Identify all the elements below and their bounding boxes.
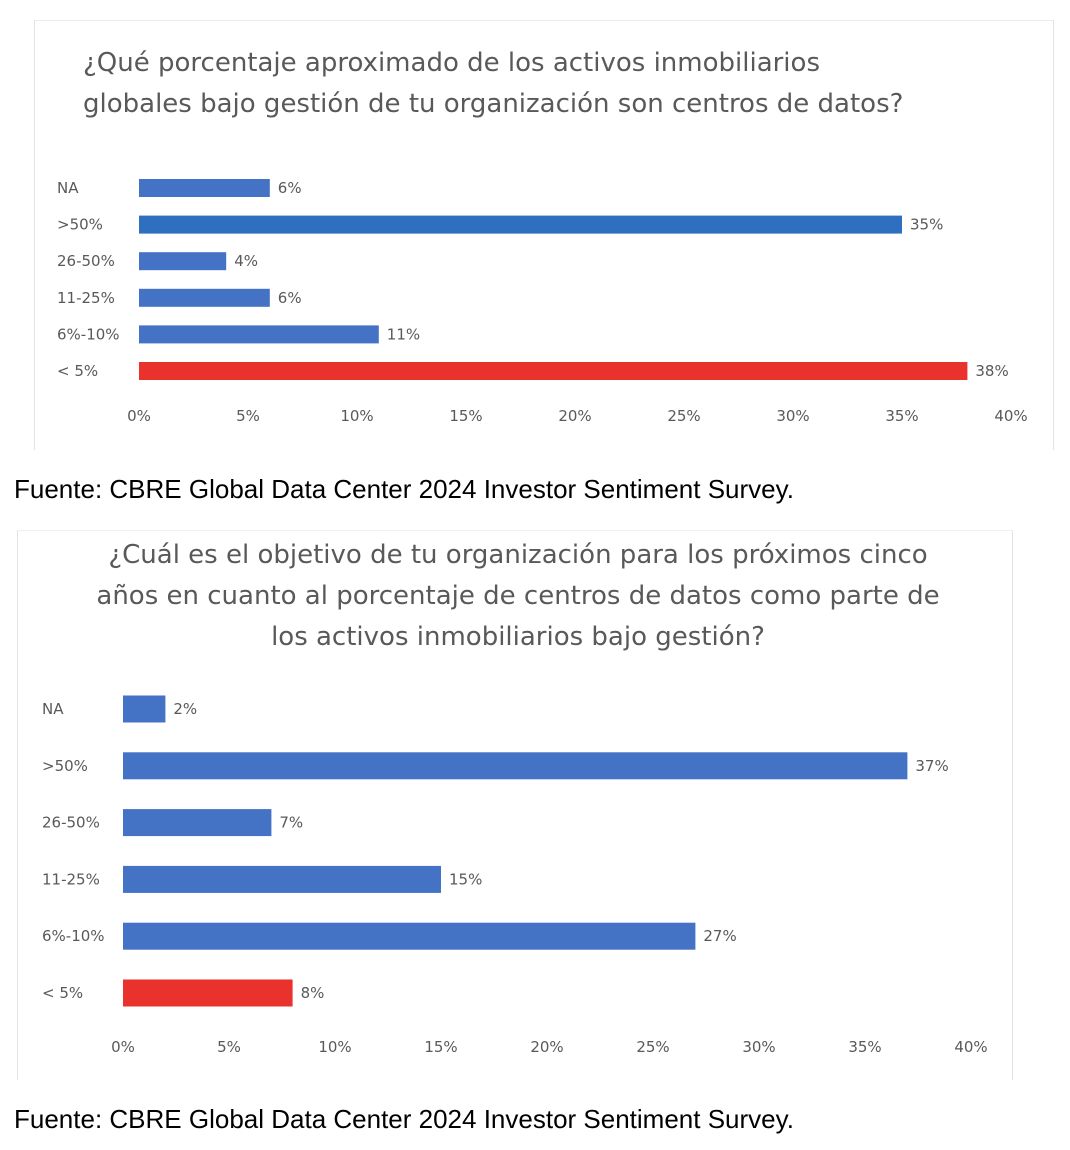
bar [139, 179, 270, 197]
data-label: 4% [234, 252, 258, 270]
bar [139, 325, 379, 344]
category-label: 26-50% [57, 252, 115, 270]
category-label: 26-50% [42, 814, 100, 832]
bar [123, 695, 166, 723]
bar [123, 979, 293, 1007]
data-label: 35% [910, 216, 943, 234]
x-tick-label: 20% [558, 407, 591, 425]
category-label: 11-25% [57, 289, 115, 307]
bar [123, 922, 696, 950]
chart-title: ¿Cuál es el objetivo de tu organización … [96, 540, 940, 652]
x-tick-label: 10% [318, 1038, 351, 1056]
category-label: 11-25% [42, 870, 100, 888]
bar [123, 809, 272, 837]
category-label: < 5% [42, 984, 83, 1002]
data-label: 2% [173, 700, 197, 718]
x-tick-label: 10% [340, 407, 373, 425]
x-tick-label: 40% [994, 407, 1027, 425]
data-label: 8% [301, 984, 325, 1002]
x-tick-label: 0% [111, 1038, 135, 1056]
category-label: NA [57, 179, 79, 197]
x-tick-label: 30% [776, 407, 809, 425]
bar [139, 362, 968, 380]
chart-title: ¿Qué porcentaje aproximado de los activo… [83, 48, 904, 119]
x-tick-label: 40% [954, 1038, 987, 1056]
x-tick-label: 15% [424, 1038, 457, 1056]
x-tick-label: 5% [236, 407, 260, 425]
bar [139, 215, 902, 234]
chart-panel-target: ¿Cuál es el objetivo de tu organización … [17, 530, 1013, 1080]
data-label: 37% [915, 757, 948, 775]
category-label: >50% [57, 216, 103, 234]
data-label: 27% [703, 927, 736, 945]
x-tick-label: 25% [667, 407, 700, 425]
data-label: 15% [449, 870, 482, 888]
x-tick-label: 25% [636, 1038, 669, 1056]
category-label: >50% [42, 757, 88, 775]
category-label: NA [42, 700, 64, 718]
bar-chart-target: NA 2% >50% 37% 26-50% 7% 11-25% 15% 6%-10% 27% < 5… [42, 695, 988, 1056]
x-tick-label: 20% [530, 1038, 563, 1056]
x-tick-label: 30% [742, 1038, 775, 1056]
data-label: 6% [278, 179, 302, 197]
bar [139, 252, 227, 271]
chart-panel-current: ¿Qué porcentaje aproximado de los activo… [34, 20, 1054, 450]
bar [123, 752, 908, 780]
bar [123, 865, 441, 893]
x-tick-label: 35% [848, 1038, 881, 1056]
data-label: 6% [278, 289, 302, 307]
data-label: 11% [387, 325, 420, 343]
x-tick-label: 5% [217, 1038, 241, 1056]
x-tick-label: 15% [449, 407, 482, 425]
category-label: < 5% [57, 362, 98, 380]
x-tick-label: 35% [885, 407, 918, 425]
data-label: 38% [975, 362, 1008, 380]
category-label: 6%-10% [57, 325, 120, 343]
category-label: 6%-10% [42, 927, 105, 945]
bar-chart-current: NA 6% >50% 35% 26-50% 4% 11-25% 6% 6%-10% 11% < 5%… [57, 179, 1028, 425]
source-caption: Fuente: CBRE Global Data Center 2024 Inv… [14, 474, 794, 504]
x-tick-label: 0% [127, 407, 151, 425]
data-label: 7% [279, 814, 303, 832]
source-caption: Fuente: CBRE Global Data Center 2024 Inv… [14, 1104, 794, 1134]
bar [139, 288, 270, 307]
